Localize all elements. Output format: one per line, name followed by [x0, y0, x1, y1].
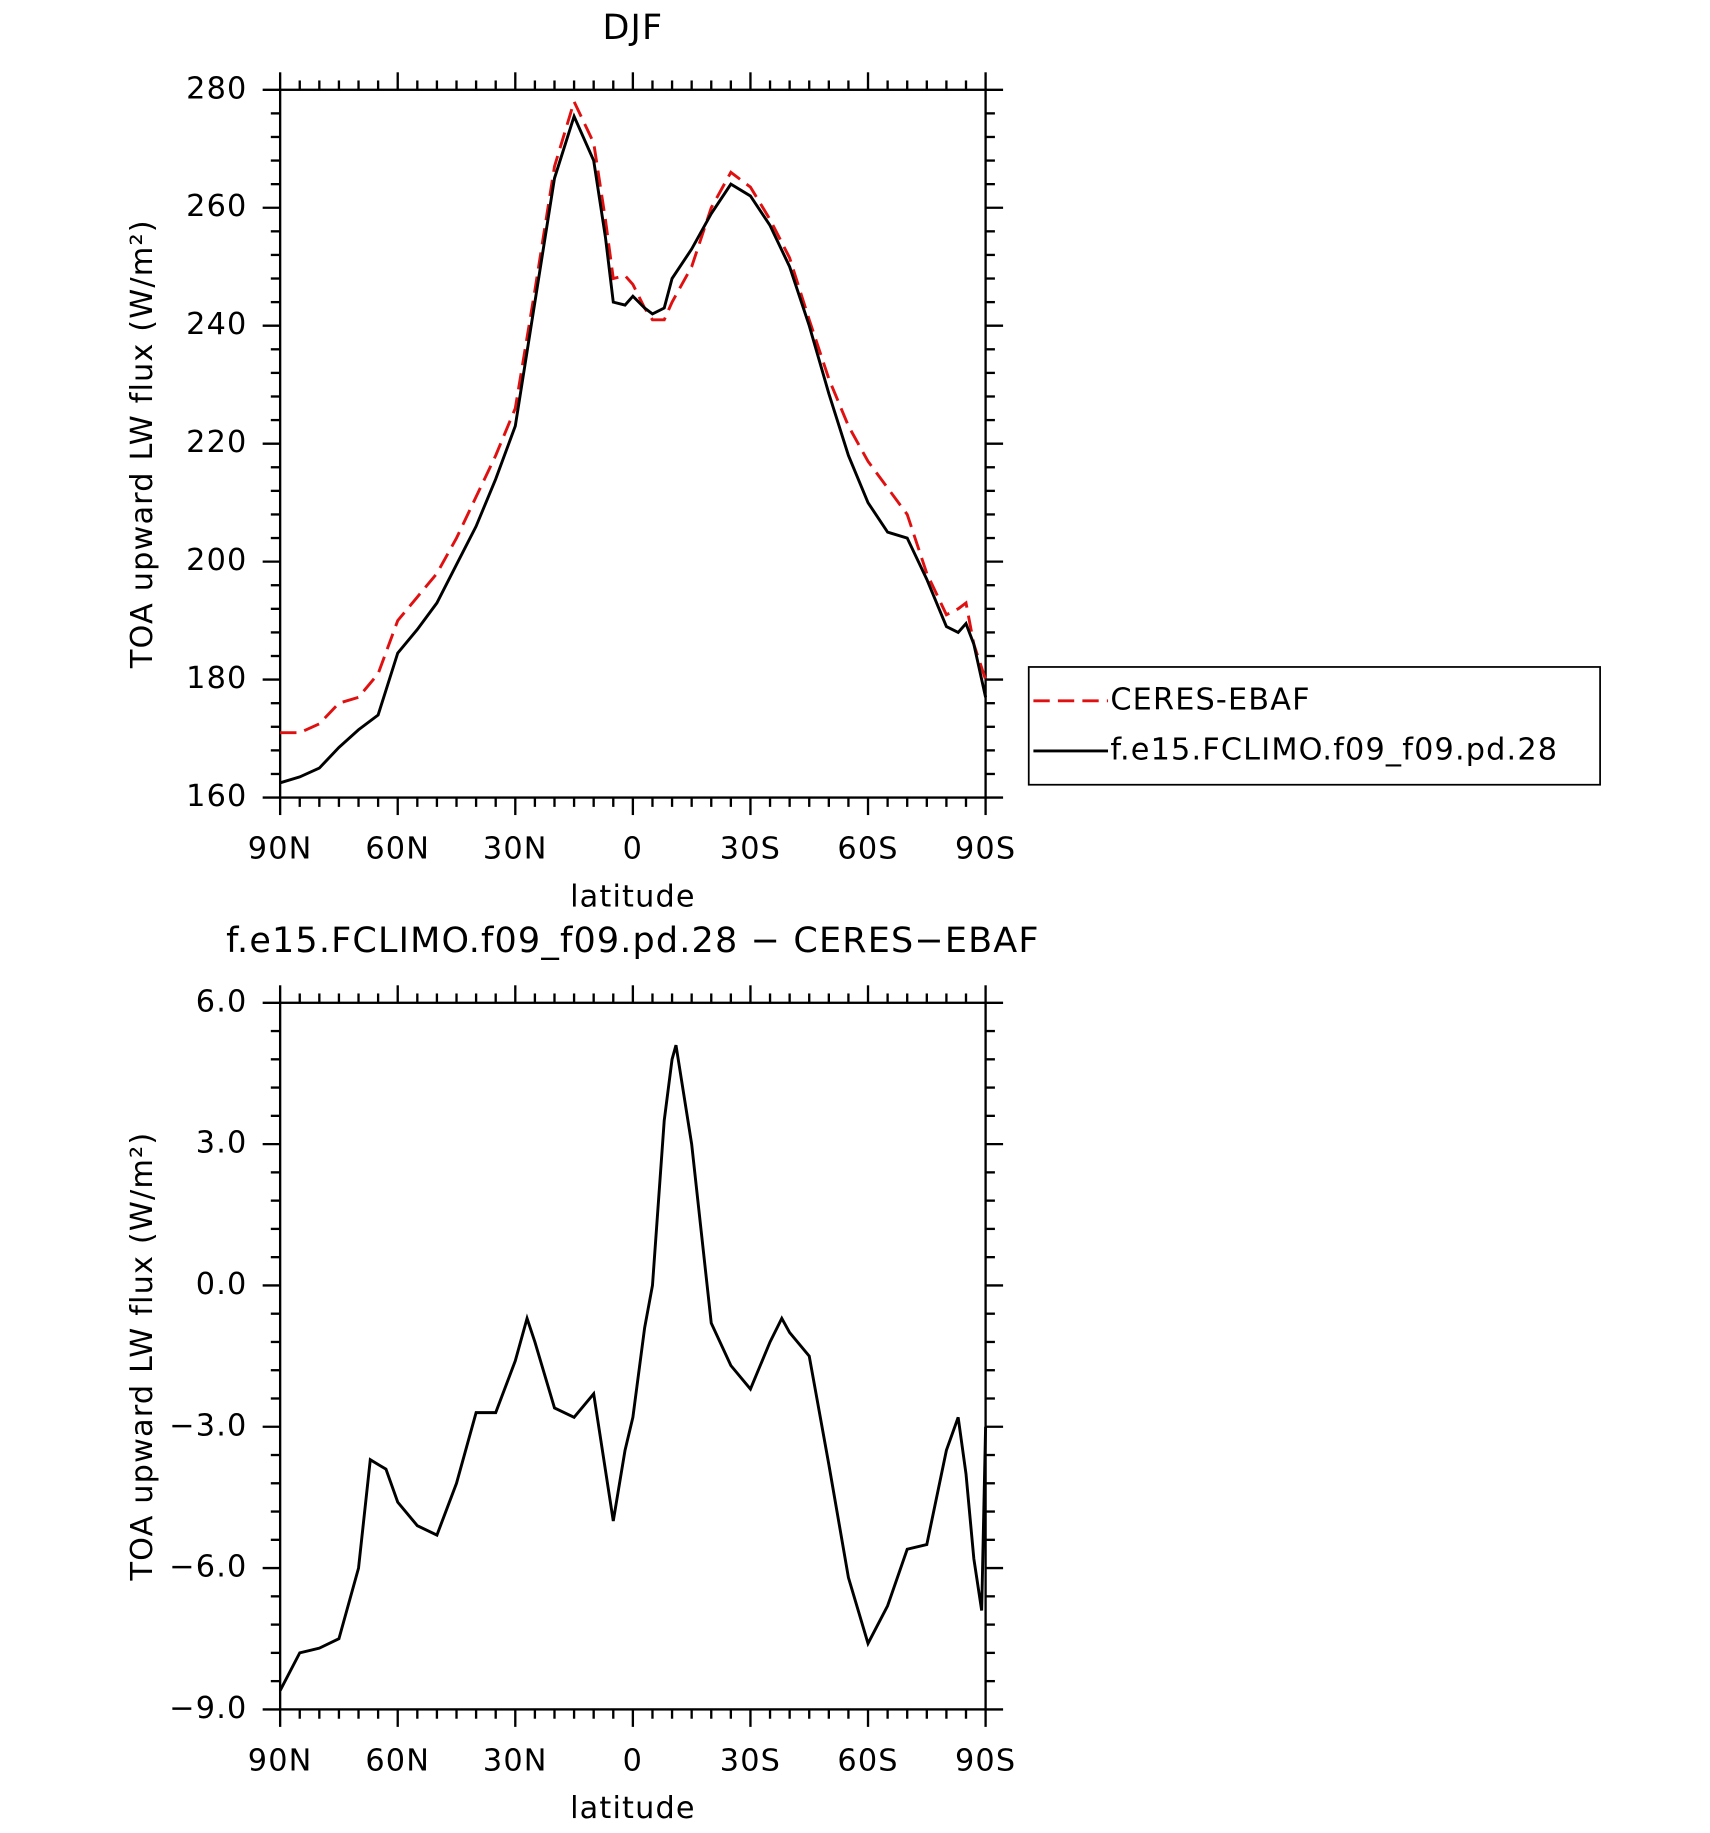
- x-tick-label: 0: [623, 1743, 643, 1778]
- chart-title: DJF: [602, 8, 663, 48]
- x-tick-label: 30S: [720, 1743, 781, 1778]
- x-tick-label: 90S: [955, 1743, 1016, 1778]
- data-line: [279, 112, 988, 785]
- x-tick-label: 60S: [837, 1743, 898, 1778]
- chart-title: f.e15.FCLIMO.f09_f09.pd.28 − CERES−EBAF: [226, 921, 1039, 961]
- plot-frame: [278, 88, 987, 799]
- x-tick-label: 90N: [248, 1743, 313, 1778]
- data-line: [278, 1044, 988, 1692]
- x-tick-label: 30S: [720, 832, 781, 867]
- data-line: [280, 97, 987, 735]
- x-tick-label: 30N: [483, 1743, 548, 1778]
- y-tick-label: 160: [186, 779, 247, 814]
- y-tick-label: 6.0: [196, 984, 248, 1019]
- y-tick-label: 240: [186, 307, 247, 342]
- legend-box: [1027, 666, 1601, 786]
- y-tick-label: 260: [186, 189, 247, 224]
- x-tick-label: 90N: [248, 832, 313, 867]
- y-tick-label: −9.0: [169, 1691, 247, 1726]
- x-tick-label: 30N: [483, 832, 548, 867]
- x-axis-label: latitude: [570, 1791, 696, 1826]
- legend-label: CERES-EBAF: [1110, 682, 1310, 717]
- y-tick-label: −3.0: [169, 1408, 247, 1443]
- x-axis-label: latitude: [570, 879, 696, 914]
- legend-label: f.e15.FCLIMO.f09_f09.pd.28: [1110, 732, 1558, 767]
- y-tick-label: 200: [186, 543, 247, 578]
- y-axis-label: TOA upward LW flux (W/m²): [125, 219, 160, 669]
- y-tick-label: 280: [186, 71, 247, 106]
- x-tick-label: 90S: [955, 832, 1016, 867]
- y-tick-label: 0.0: [196, 1267, 248, 1302]
- x-tick-label: 0: [623, 832, 643, 867]
- y-tick-label: −6.0: [169, 1550, 247, 1585]
- y-tick-label: 180: [186, 661, 247, 696]
- plot-frame: [278, 1001, 987, 1711]
- y-tick-label: 220: [186, 425, 247, 460]
- y-axis-label: TOA upward LW flux (W/m²): [125, 1132, 160, 1582]
- y-tick-label: 3.0: [196, 1126, 248, 1161]
- x-tick-label: 60N: [365, 832, 430, 867]
- x-tick-label: 60S: [837, 832, 898, 867]
- x-tick-label: 60N: [365, 1743, 430, 1778]
